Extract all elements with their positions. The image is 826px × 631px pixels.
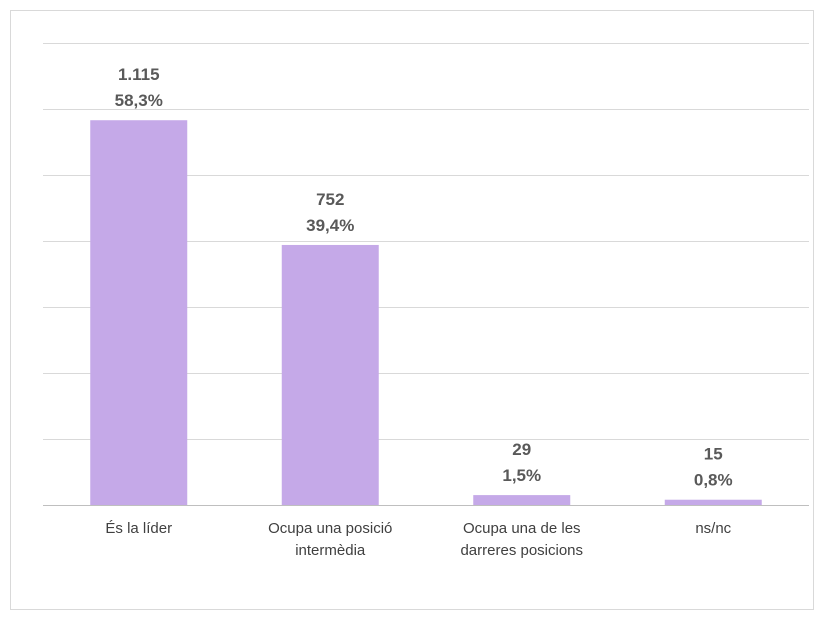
bar <box>664 499 762 505</box>
bar <box>473 495 571 505</box>
data-label-count: 29 <box>512 440 531 459</box>
bar-chart: 1.115 58,3% És la líder 752 39,4% Ocupa una p… <box>43 43 809 559</box>
category-label: Ocupa una posició <box>268 520 392 537</box>
data-label-percent: 58,3% <box>115 91 163 110</box>
data-label-percent: 0,8% <box>694 471 733 490</box>
category-label: ns/nc <box>695 520 731 537</box>
category-label: Ocupa una de les <box>463 520 581 537</box>
bar <box>90 120 188 505</box>
data-label-count: 752 <box>316 190 344 209</box>
bar <box>281 244 379 505</box>
data-label-count: 15 <box>704 445 723 464</box>
category-label: És la líder <box>105 520 172 537</box>
data-label-count: 1.115 <box>118 65 160 84</box>
chart-frame: 1.115 58,3% És la líder 752 39,4% Ocupa una p… <box>10 10 814 610</box>
category-label: intermèdia <box>295 542 366 559</box>
category-label: darreres posicions <box>460 542 583 559</box>
data-label-percent: 39,4% <box>306 216 354 235</box>
data-label-percent: 1,5% <box>502 466 541 485</box>
